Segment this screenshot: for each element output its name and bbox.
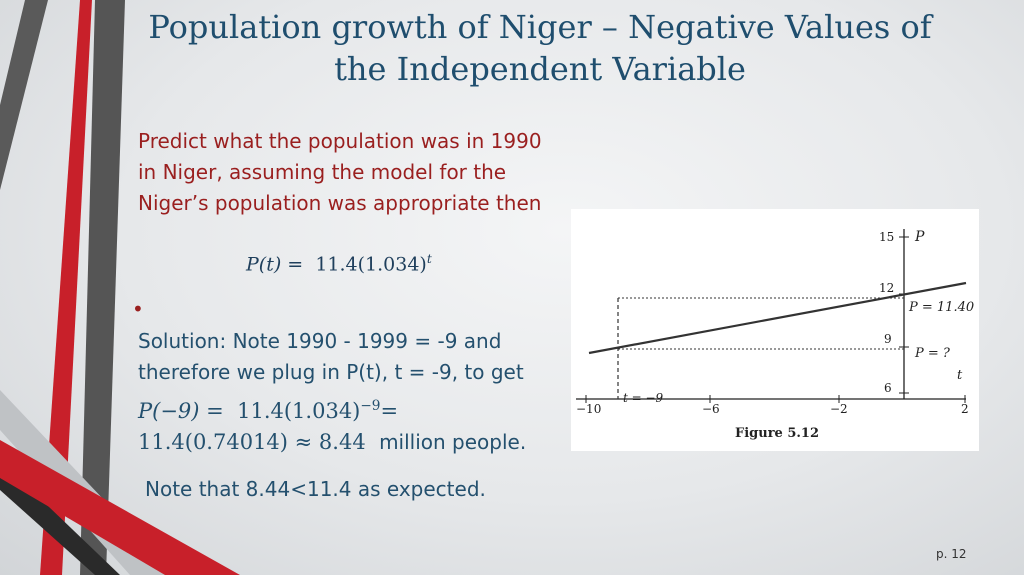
x-tick-label-m10: −10	[576, 402, 601, 416]
x-tick-label-m2: −2	[830, 402, 848, 416]
solution-text: Solution: Note 1990 - 1999 = -9 and ther…	[138, 329, 524, 384]
y-tick-label-15: 15	[879, 230, 894, 244]
y-tick-label-12: 12	[879, 281, 894, 295]
page-number: p. 12	[936, 547, 967, 561]
model-lhs: P(t) =	[246, 253, 304, 276]
annotation-t-minus-9: t = −9	[623, 391, 664, 405]
calc-exponent: −9	[360, 398, 381, 414]
model-exponent: t	[426, 252, 432, 266]
calc-result: 11.4(0.74014) ≈ 8.44	[138, 430, 366, 454]
y-axis-label: P	[914, 229, 925, 245]
x-tick-label-2: 2	[961, 402, 969, 416]
slide-title: Population growth of Niger – Negative Va…	[148, 8, 932, 88]
prompt-text: Predict what the population was in 1990 …	[138, 129, 542, 215]
model-rhs: 11.4(1.034)	[315, 253, 427, 276]
bullet-marker: •	[132, 297, 144, 321]
annotation-p-unknown: P = ?	[914, 346, 951, 361]
annotation-p-11-40: P = 11.40	[908, 300, 974, 315]
calc-mid: 11.4(1.034)	[237, 399, 361, 424]
model-line	[588, 281, 967, 355]
x-tick-label-m6: −6	[702, 402, 720, 416]
calc-line-1: P(−9) = 11.4(1.034)−9=	[138, 398, 398, 423]
calc-equals: =	[380, 399, 399, 424]
population-chart: −10 −6 −2 2 15 12 9 6 P t t = −9 P = 11.…	[576, 229, 974, 441]
figure-5-12: −10 −6 −2 2 15 12 9 6 P t t = −9 P = 11.…	[571, 209, 979, 451]
y-tick-label-6: 6	[884, 381, 892, 395]
calc-tail: million people.	[379, 430, 527, 454]
figure-caption: Figure 5.12	[735, 426, 819, 441]
x-axis-label: t	[957, 368, 963, 383]
model-formula: P(t) = 11.4(1.034)t	[246, 252, 432, 275]
y-tick-label-9: 9	[884, 332, 892, 346]
calc-lhs: P(−9) =	[138, 399, 224, 424]
calc-line-2: 11.4(0.74014) ≈ 8.44 million people.	[138, 430, 526, 454]
note-text: Note that 8.44<11.4 as expected.	[145, 477, 486, 501]
